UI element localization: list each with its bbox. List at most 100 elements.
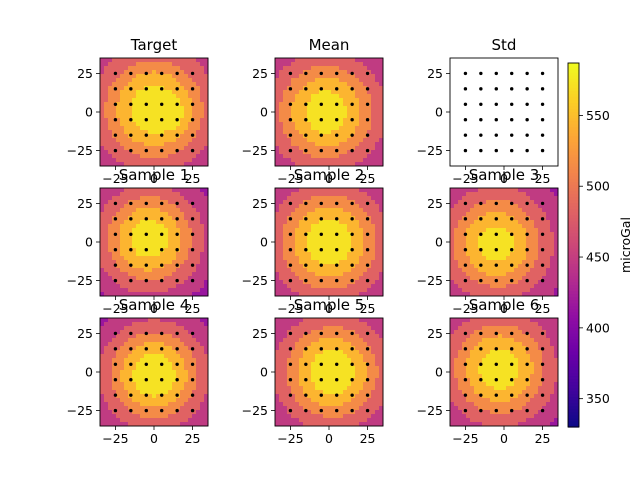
station-point xyxy=(464,72,467,75)
contour-cell xyxy=(152,390,156,394)
contour-cell xyxy=(303,256,307,260)
contour-cell xyxy=(526,196,530,200)
contour-cell xyxy=(335,62,339,66)
contour-cell xyxy=(164,200,168,204)
contour-cell xyxy=(323,228,327,232)
station-point xyxy=(175,72,178,75)
contour-cell xyxy=(200,216,204,220)
contour-cell xyxy=(156,268,160,272)
contour-cell xyxy=(196,418,200,422)
contour-cell xyxy=(104,338,108,342)
contour-cell xyxy=(124,244,128,248)
contour-cell xyxy=(124,154,128,158)
contour-cell xyxy=(283,126,287,130)
contour-cell xyxy=(200,134,204,138)
contour-cell xyxy=(470,280,474,284)
contour-cell xyxy=(311,322,315,326)
contour-cell xyxy=(291,62,295,66)
contour-cell xyxy=(275,224,279,228)
contour-cell xyxy=(530,232,534,236)
contour-cell xyxy=(152,358,156,362)
y-tick-label: 25 xyxy=(427,66,443,81)
contour-cell xyxy=(327,114,331,118)
contour-cell xyxy=(188,350,192,354)
contour-cell xyxy=(311,122,315,126)
contour-cell xyxy=(124,70,128,74)
contour-cell xyxy=(347,318,351,322)
contour-cell xyxy=(299,326,303,330)
contour-cell xyxy=(168,414,172,418)
contour-cell xyxy=(188,106,192,110)
contour-cell xyxy=(144,398,148,402)
contour-cell xyxy=(168,334,172,338)
contour-cell xyxy=(108,394,112,398)
contour-cell xyxy=(164,398,168,402)
contour-cell xyxy=(470,244,474,248)
station-point xyxy=(175,363,178,366)
contour-cell xyxy=(323,158,327,162)
contour-cell xyxy=(458,272,462,276)
contour-cell xyxy=(164,208,168,212)
station-point xyxy=(160,149,163,152)
station-point xyxy=(145,248,148,251)
contour-cell xyxy=(351,66,355,70)
y-tick-label: −25 xyxy=(417,143,443,158)
contour-cell xyxy=(148,256,152,260)
contour-cell xyxy=(156,256,160,260)
contour-cell xyxy=(108,110,112,114)
contour-cell xyxy=(144,122,148,126)
contour-cell xyxy=(498,212,502,216)
contour-cell xyxy=(196,366,200,370)
station-point xyxy=(495,87,498,90)
contour-cell xyxy=(319,94,323,98)
contour-cell xyxy=(100,358,104,362)
contour-cell xyxy=(514,260,518,264)
contour-cell xyxy=(180,354,184,358)
contour-cell xyxy=(152,394,156,398)
contour-cell xyxy=(104,66,108,70)
contour-cell xyxy=(534,188,538,192)
contour-cell xyxy=(108,256,112,260)
contour-cell xyxy=(164,110,168,114)
contour-cell xyxy=(339,118,343,122)
contour-cell xyxy=(148,90,152,94)
contour-cell xyxy=(140,374,144,378)
contour-cell xyxy=(323,134,327,138)
contour-cell xyxy=(375,228,379,232)
contour-cell xyxy=(323,260,327,264)
contour-cell xyxy=(375,232,379,236)
contour-cell xyxy=(462,252,466,256)
contour-cell xyxy=(120,126,124,130)
contour-cell xyxy=(359,90,363,94)
contour-cell xyxy=(176,322,180,326)
contour-cell xyxy=(295,342,299,346)
contour-cell xyxy=(148,70,152,74)
station-point xyxy=(114,103,117,106)
contour-cell xyxy=(132,236,136,240)
contour-cell xyxy=(347,268,351,272)
contour-cell xyxy=(307,276,311,280)
contour-cell xyxy=(128,244,132,248)
contour-cell xyxy=(327,204,331,208)
contour-cell xyxy=(164,248,168,252)
contour-cell xyxy=(192,158,196,162)
contour-cell xyxy=(359,122,363,126)
contour-cell xyxy=(124,346,128,350)
contour-cell xyxy=(371,284,375,288)
station-point xyxy=(191,332,194,335)
contour-cell xyxy=(200,260,204,264)
contour-cell xyxy=(120,212,124,216)
station-point xyxy=(289,248,292,251)
contour-cell xyxy=(371,248,375,252)
contour-cell xyxy=(275,330,279,334)
contour-cell xyxy=(315,78,319,82)
station-point xyxy=(525,87,528,90)
contour-cell xyxy=(116,334,120,338)
contour-cell xyxy=(192,240,196,244)
contour-cell xyxy=(196,288,200,292)
contour-cell xyxy=(295,138,299,142)
station-point xyxy=(320,217,323,220)
station-point xyxy=(289,72,292,75)
contour-cell xyxy=(172,192,176,196)
contour-cell xyxy=(144,358,148,362)
